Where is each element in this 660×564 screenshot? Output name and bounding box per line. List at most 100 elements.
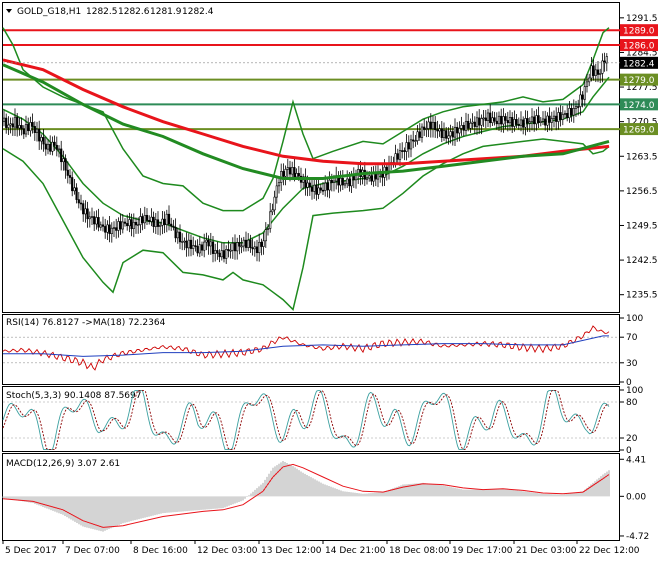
candle-body (49, 143, 52, 152)
candle-body (209, 241, 212, 247)
candle-body (308, 182, 311, 188)
candle-body (511, 117, 514, 127)
candle-body (172, 225, 175, 228)
candle-body (253, 246, 256, 250)
candle-body (519, 119, 523, 126)
candle-body (24, 124, 28, 135)
candle-body (73, 187, 76, 192)
candle-body (352, 175, 355, 181)
candle-body (396, 153, 399, 160)
current-price-label: 1282.4 (623, 59, 655, 69)
candle-body (110, 227, 113, 235)
candle-body (574, 106, 578, 109)
candle-body (508, 117, 512, 124)
price-tick-label: 1277.5 (626, 83, 658, 93)
candle-body (442, 130, 446, 138)
candle-body (431, 121, 435, 130)
candle-body (269, 211, 272, 229)
candle-body (541, 118, 545, 122)
candle-body (79, 202, 83, 205)
candle-body (306, 182, 309, 188)
candle-body (464, 120, 468, 131)
level-label: 1269.0 (623, 126, 655, 136)
candle-body (117, 221, 120, 231)
candle-body (44, 143, 47, 150)
candle-body (277, 182, 281, 187)
candle-body (346, 178, 349, 185)
candle-body (2, 117, 6, 122)
candle-body (104, 226, 107, 233)
price-tick-label: 1291.5 (626, 14, 658, 24)
candle-body (90, 216, 94, 218)
candle-body (189, 239, 193, 249)
price-low: 1281.9 (150, 7, 182, 17)
candle-body (489, 112, 492, 124)
candle-body (315, 184, 318, 195)
candle-body (145, 214, 149, 221)
candle-body (605, 56, 608, 64)
candle-body (126, 223, 129, 227)
candle-body (297, 173, 300, 177)
level-tag (620, 98, 658, 111)
candle-body (194, 245, 197, 247)
candle-body (539, 120, 542, 123)
candle-body (293, 167, 296, 178)
x-tick-label: 8 Dec 16:00 (133, 546, 188, 556)
price-tick-label: 1249.5 (626, 221, 658, 231)
candle-body (143, 214, 146, 224)
candle-body (101, 224, 105, 227)
candle-body (370, 175, 373, 182)
candle-body (31, 122, 34, 127)
candle-body (467, 120, 470, 129)
candle-body (350, 175, 353, 187)
candle-body (401, 150, 404, 152)
candle-body (491, 117, 494, 124)
candle-body (506, 120, 509, 124)
candle-body (473, 121, 476, 127)
candle-body (231, 242, 234, 251)
price-tick-label: 1256.5 (626, 187, 658, 197)
rsi-tick-label: 100 (626, 314, 643, 324)
candle-body (229, 249, 232, 252)
candle-body (427, 121, 430, 129)
candle-body (546, 115, 549, 126)
candle-body (11, 123, 14, 128)
candle-body (453, 126, 457, 138)
candle-body (445, 130, 448, 139)
candle-body (258, 241, 261, 254)
candle-body (332, 180, 336, 183)
candle-body (555, 115, 558, 122)
candle-body (152, 216, 155, 227)
candle-body (75, 187, 78, 200)
candle-body (128, 219, 131, 227)
candle-body (478, 117, 481, 126)
candle-body (420, 126, 424, 138)
candle-body (242, 239, 245, 247)
level-tag (620, 123, 658, 136)
dropdown-triangle-icon[interactable] (6, 9, 12, 13)
candle-body (203, 241, 206, 251)
x-tick-label: 22 Dec 12:00 (579, 546, 640, 556)
candle-body (321, 189, 325, 192)
candle-body (156, 219, 160, 227)
stoch-header: Stoch(5,3,3) 90.1408 87.5697 (6, 391, 141, 401)
x-tick-label: 12 Dec 03:00 (197, 546, 258, 556)
candle-body (552, 115, 556, 119)
candle-body (480, 118, 483, 126)
rsi-header: RSI(14) 76.8127 ->MA(18) 72.2364 (6, 318, 166, 328)
candle-body (22, 128, 25, 135)
candle-body (416, 131, 419, 141)
price-tick-label: 1235.5 (626, 291, 658, 301)
level-tag (620, 39, 658, 52)
candle-body (27, 124, 30, 132)
candle-body (262, 240, 265, 247)
candle-body (601, 60, 604, 74)
candle-body (174, 226, 177, 239)
candle-body (170, 223, 173, 227)
price-high: 1282.6 (118, 7, 150, 17)
candle-body (139, 216, 142, 225)
candle-body (295, 173, 298, 178)
candle-body (451, 131, 454, 138)
